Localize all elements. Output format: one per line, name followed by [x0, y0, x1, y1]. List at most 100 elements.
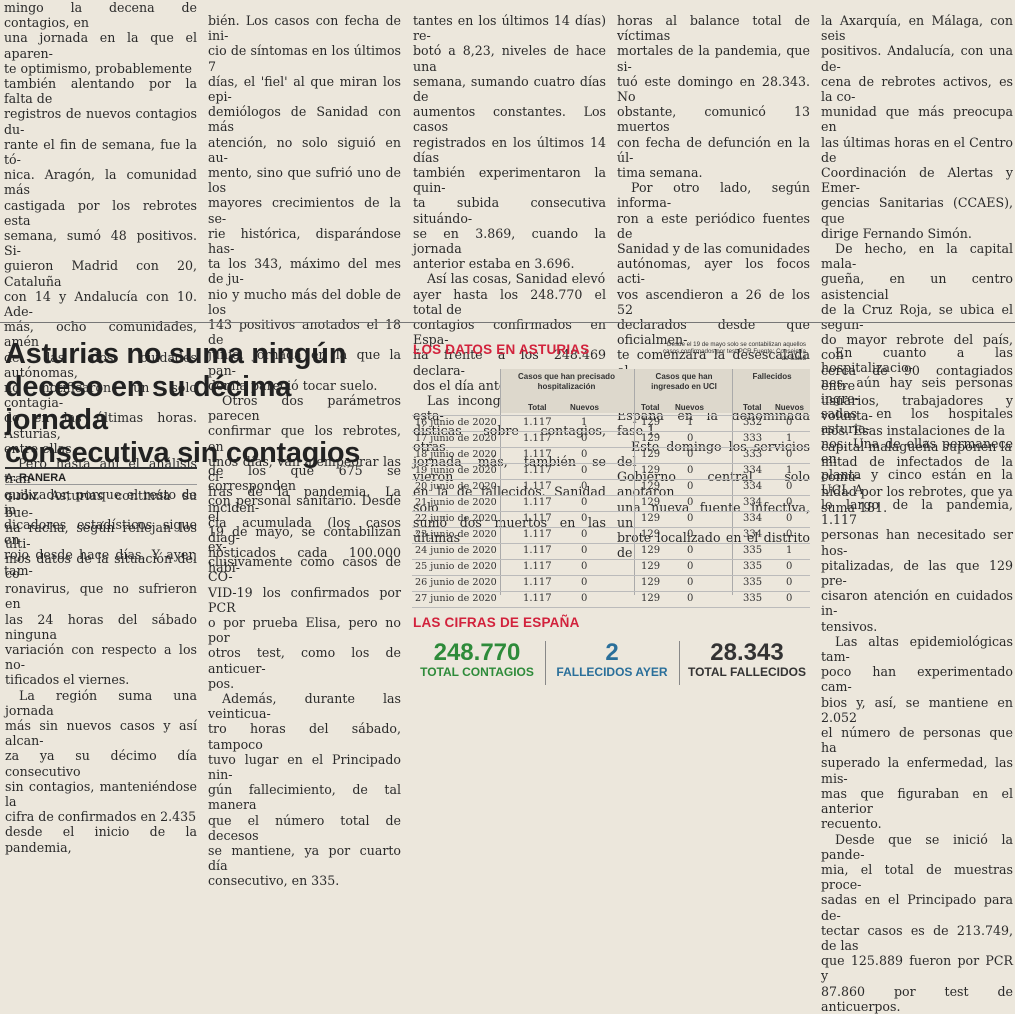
top-column-2: bién. Los casos con fecha de ini- cio de… [208, 13, 401, 576]
row-cell: 1 [786, 545, 793, 556]
table-row: 27 junio de 2020 1.117 0 129 0 335 0 [412, 591, 810, 608]
table-row: 23 junio de 2020 1.117 0 129 0 334 0 [412, 527, 810, 543]
group-fall: Fallecidos [752, 372, 792, 381]
row-cell: 334 [743, 529, 763, 540]
row-cell: 1 [786, 465, 793, 476]
row-date: 21 junio de 2020 [415, 497, 497, 508]
vline-3 [732, 369, 733, 595]
row-cell: 0 [581, 433, 588, 444]
row-date: 26 junio de 2020 [415, 577, 497, 588]
stat-separator-2 [679, 641, 680, 685]
row-cell: 1.117 [523, 561, 552, 572]
row-date: 18 junio de 2020 [415, 449, 497, 460]
row-cell: 129 [641, 449, 661, 460]
row-cell: 129 [641, 545, 661, 556]
lower-col1-para-1: GIJÓN. Asturias continúa su bue- na rach… [5, 488, 197, 688]
sub-nuevos-fall: Nuevos [775, 403, 804, 412]
table-header-shade [500, 369, 810, 413]
row-cell: 0 [581, 545, 588, 556]
table-row: 16 junio de 2020 1.117 1 129 1 332 0 [412, 415, 810, 431]
row-cell: 0 [687, 529, 694, 540]
row-cell: 0 [687, 561, 694, 572]
row-cell: 334 [743, 465, 763, 476]
row-date: 16 junio de 2020 [415, 417, 497, 428]
sub-nuevos-uci: Nuevos [675, 403, 704, 412]
table-row: 25 junio de 2020 1.117 0 129 0 335 0 [412, 559, 810, 575]
lower-col2-para-1: de los que 675 se corresponden con perso… [208, 463, 401, 691]
row-cell: 1.117 [523, 545, 552, 556]
top-col4-para-1: horas al balance total de víctimas morta… [617, 13, 810, 181]
datos-box-title: LOS DATOS EN ASTURIAS [413, 342, 590, 357]
top-column-5: la Axarquía, en Málaga, con seis positiv… [821, 13, 1013, 515]
right-column: En cuanto a las hospitalizacio- nes, aún… [821, 345, 1013, 1014]
row-cell: 0 [581, 497, 588, 508]
table-row: 20 junio de 2020 1.117 0 129 0 334 0 [412, 479, 810, 495]
row-cell: 1 [687, 417, 694, 428]
table-row: 22 junio de 2020 1.117 0 129 0 334 0 [412, 511, 810, 527]
table-rows: 16 junio de 2020 1.117 1 129 1 332 0 17 junio d… [412, 415, 810, 608]
row-date: 19 junio de 2020 [415, 465, 497, 476]
row-cell: 0 [687, 497, 694, 508]
row-date: 23 junio de 2020 [415, 529, 497, 540]
section-divider [0, 322, 1015, 323]
row-cell: 0 [786, 529, 793, 540]
row-cell: 1.117 [523, 529, 552, 540]
row-cell: 129 [641, 529, 661, 540]
vline-2 [634, 369, 635, 595]
table-row: 24 junio de 2020 1.117 0 129 0 335 1 [412, 543, 810, 559]
row-date: 25 junio de 2020 [415, 561, 497, 572]
row-cell: 1.117 [523, 593, 552, 604]
stat-total-fallecidos-label: TOTAL FALLECIDOS [687, 665, 806, 679]
dateline: GIJÓN. [5, 492, 39, 503]
sub-total-hosp: Total [528, 403, 547, 412]
row-cell: 0 [687, 481, 694, 492]
row-cell: 0 [687, 593, 694, 604]
row-cell: 334 [743, 481, 763, 492]
top-col5-para-2: De hecho, en la capital mala- gueña, en … [821, 241, 1013, 515]
lower-column-2: de los que 675 se corresponden con perso… [208, 463, 401, 889]
sub-total-fall: Total [743, 403, 762, 412]
stat-total-contagios-value: 248.770 [433, 639, 521, 666]
row-cell: 1.117 [523, 481, 552, 492]
row-cell: 334 [743, 513, 763, 524]
row-cell: 1.117 [523, 465, 552, 476]
top-column-1: mingo la decena de contagios, en una jor… [4, 0, 197, 578]
row-cell: 129 [641, 593, 661, 604]
row-cell: 0 [786, 577, 793, 588]
headline: Asturias no suma ningún deceso en su déc… [5, 338, 361, 469]
row-cell: 0 [687, 545, 694, 556]
byline-rule [5, 484, 197, 485]
row-cell: 0 [581, 465, 588, 476]
lower-col2-para-2: Además, durante las veinticua- tro horas… [208, 691, 401, 889]
row-cell: 1.117 [523, 577, 552, 588]
top-col2-para-1: bién. Los casos con fecha de ini- cio de… [208, 13, 401, 393]
row-cell: 0 [581, 449, 588, 460]
row-cell: 0 [687, 449, 694, 460]
top-column-3: tantes en los últimos 14 días) re- botó … [413, 13, 606, 545]
row-cell: 129 [641, 481, 661, 492]
row-cell: 0 [786, 593, 793, 604]
row-cell: 0 [581, 513, 588, 524]
row-date: 17 junio de 2020 [415, 433, 497, 444]
group-hosp: Casos que han precisado hospitalización [518, 372, 615, 391]
row-date: 27 junio de 2020 [415, 593, 497, 604]
table-row: 26 junio de 2020 1.117 0 129 0 335 0 [412, 575, 810, 591]
row-cell: 1.117 [523, 449, 552, 460]
row-cell: 129 [641, 561, 661, 572]
row-cell: 335 [743, 577, 763, 588]
group-uci: Casos que han ingresado en UCI [651, 372, 717, 391]
row-cell: 0 [786, 497, 793, 508]
row-cell: 333 [743, 449, 763, 460]
row-cell: 0 [687, 513, 694, 524]
row-cell: 332 [743, 417, 763, 428]
row-cell: 0 [786, 561, 793, 572]
vline-1 [500, 369, 501, 595]
stat-fallecidos-ayer-value: 2 [605, 639, 619, 666]
row-cell: 0 [687, 465, 694, 476]
top-col5-para-1: la Axarquía, en Málaga, con seis positiv… [821, 13, 1013, 241]
row-cell: 129 [641, 577, 661, 588]
row-cell: 0 [581, 561, 588, 572]
spain-box-title: LAS CIFRAS DE ESPAÑA [413, 615, 580, 630]
row-cell: 0 [687, 433, 694, 444]
row-cell: 335 [743, 593, 763, 604]
